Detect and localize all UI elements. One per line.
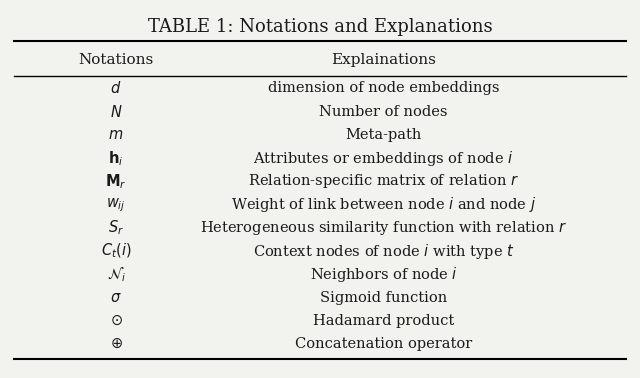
Text: TABLE 1: Notations and Explanations: TABLE 1: Notations and Explanations	[148, 18, 492, 36]
Text: Meta-path: Meta-path	[346, 128, 422, 142]
Text: $\mathbf{h}_i$: $\mathbf{h}_i$	[108, 149, 124, 167]
Text: Number of nodes: Number of nodes	[319, 105, 448, 119]
Text: $m$: $m$	[108, 128, 124, 142]
Text: $S_r$: $S_r$	[108, 219, 124, 237]
Text: Weight of link between node $i$ and node $j$: Weight of link between node $i$ and node…	[231, 195, 536, 214]
Text: Hadamard product: Hadamard product	[313, 314, 454, 328]
Text: $d$: $d$	[111, 81, 122, 96]
Text: $\mathbf{M}_r$: $\mathbf{M}_r$	[106, 172, 127, 191]
Text: Sigmoid function: Sigmoid function	[320, 291, 447, 305]
Text: Attributes or embeddings of node $i$: Attributes or embeddings of node $i$	[253, 149, 514, 168]
Text: Context nodes of node $i$ with type $t$: Context nodes of node $i$ with type $t$	[253, 242, 515, 261]
Text: Heterogeneous similarity function with relation $r$: Heterogeneous similarity function with r…	[200, 219, 567, 237]
Text: Neighbors of node $i$: Neighbors of node $i$	[310, 265, 458, 284]
Text: dimension of node embeddings: dimension of node embeddings	[268, 81, 499, 95]
Text: $C_t(i)$: $C_t(i)$	[100, 242, 131, 260]
Text: $\mathcal{N}_i$: $\mathcal{N}_i$	[107, 265, 125, 284]
Text: Notations: Notations	[79, 53, 154, 67]
Text: $\odot$: $\odot$	[109, 314, 122, 328]
Text: $N$: $N$	[110, 104, 122, 120]
Text: $\oplus$: $\oplus$	[109, 337, 122, 351]
Text: $w_{ij}$: $w_{ij}$	[106, 196, 126, 214]
Text: Relation-specific matrix of relation $r$: Relation-specific matrix of relation $r$	[248, 172, 519, 191]
Text: Concatenation operator: Concatenation operator	[295, 337, 472, 351]
Text: $\sigma$: $\sigma$	[110, 291, 122, 305]
Text: Explainations: Explainations	[332, 53, 436, 67]
